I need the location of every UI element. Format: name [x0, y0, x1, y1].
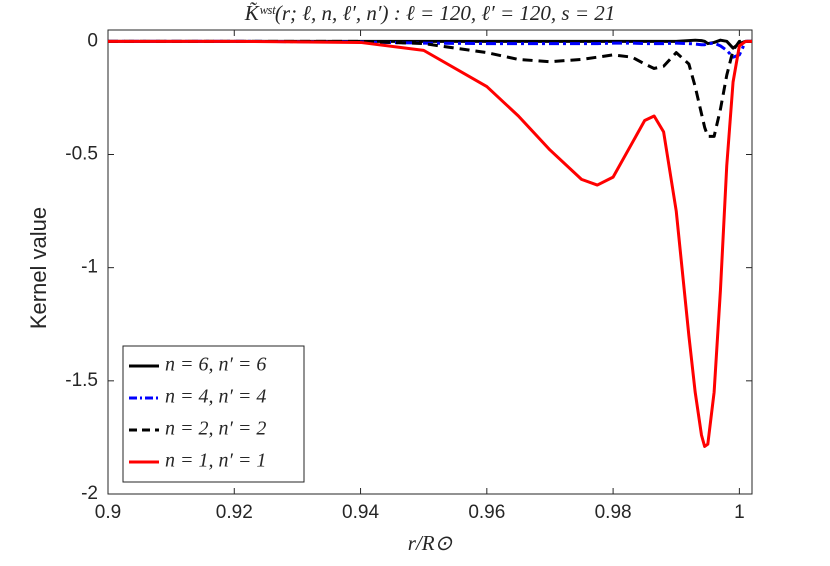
- data-line: [108, 39, 752, 59]
- legend-label: n = 6, n′ = 6: [165, 354, 266, 376]
- x-tick-label: 1: [734, 502, 745, 523]
- data-line: [108, 39, 752, 138]
- legend-label: n = 1, n′ = 1: [165, 450, 266, 472]
- legend-label: n = 4, n′ = 4: [165, 386, 266, 408]
- x-tick-label: 0.92: [216, 502, 253, 523]
- y-tick-label: -1: [81, 257, 98, 278]
- x-axis-label: r/R⊙: [408, 531, 453, 555]
- x-tick-label: 0.94: [342, 502, 379, 523]
- y-tick-label: -1.5: [65, 370, 98, 391]
- data-line: [108, 38, 752, 50]
- legend-label: n = 2, n′ = 2: [165, 418, 266, 440]
- data-line: [108, 39, 752, 448]
- x-tick-label: 0.96: [468, 502, 505, 523]
- x-tick-label: 0.9: [95, 502, 121, 523]
- x-tick-label: 0.98: [595, 502, 632, 523]
- chart-title: K̃ʷˢᵗ(r; ℓ, n, ℓ′, n′) : ℓ = 120, ℓ′ = 1…: [244, 1, 615, 25]
- y-tick-label: -0.5: [65, 144, 98, 165]
- legend-box: [122, 345, 305, 483]
- y-tick-label: -2: [81, 483, 98, 504]
- y-axis-label: Kernel value: [26, 207, 51, 329]
- y-tick-label: 0: [87, 30, 98, 51]
